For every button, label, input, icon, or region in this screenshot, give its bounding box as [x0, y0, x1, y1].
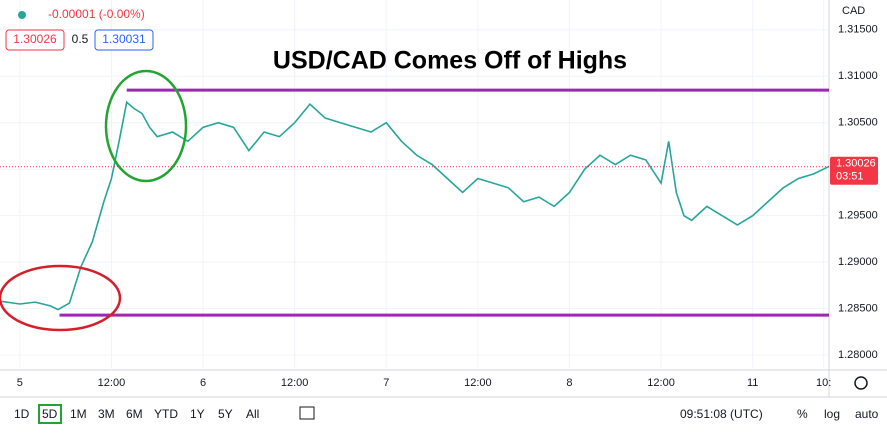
y-tick-label: 1.30500 — [838, 117, 878, 129]
scale-option[interactable]: % — [797, 407, 808, 421]
last-price: 1.30026 — [836, 158, 876, 170]
highlight-circle — [0, 264, 122, 332]
toolbar: 1D 5D 1M 3M 6M YTD 1Y 5Y All 09:51:08 (UTC)% log au… — [14, 376, 879, 424]
ask-box[interactable] — [94, 29, 154, 51]
range-button[interactable]: 1M — [70, 407, 87, 421]
y-tick-label: 1.29000 — [838, 256, 878, 268]
range-button[interactable]: 3M — [98, 407, 115, 421]
clock: 09:51:08 (UTC) — [680, 407, 763, 421]
range-button[interactable]: 1Y — [190, 407, 205, 421]
change: -0.00001 (-0.00%) — [48, 7, 145, 21]
range-button[interactable]: 5Y — [218, 407, 233, 421]
y-tick-label: 1.31000 — [838, 70, 878, 82]
bid-box[interactable] — [5, 29, 65, 51]
y-tick-label: 1.29500 — [838, 210, 878, 222]
range-button[interactable]: YTD — [154, 407, 178, 421]
price-line — [0, 100, 830, 311]
x-tick-label: 6 — [200, 377, 206, 389]
ask: 1.30031 — [102, 32, 146, 46]
chart-title: USD/CAD Comes Off of Highs — [273, 47, 627, 75]
spread: 0.5 — [72, 32, 89, 46]
x-tick-label: 12:00 — [281, 377, 309, 389]
highlight-circle — [104, 69, 188, 183]
price-axis: 1.280001.285001.290001.295001.300001.305… — [17, 24, 878, 389]
grid — [0, 0, 829, 370]
x-tick-label: 12:00 — [464, 377, 492, 389]
range-button[interactable]: All — [246, 407, 259, 421]
y-tick-label: 1.28000 — [838, 349, 878, 361]
status-dot — [18, 11, 26, 19]
x-tick-label: 11 — [747, 377, 758, 389]
currency: CAD — [842, 5, 865, 17]
scale-option[interactable]: log — [824, 407, 840, 421]
y-tick-label: 1.28500 — [838, 303, 878, 315]
range-button[interactable]: 6M — [126, 407, 143, 421]
x-tick-label: 7 — [383, 377, 389, 389]
plot — [0, 88, 830, 317]
bid: 1.30026 — [13, 32, 57, 46]
date-range-icon[interactable] — [299, 406, 315, 420]
range-button[interactable]: 1D — [14, 407, 30, 421]
last-price-box — [830, 156, 878, 185]
countdown: 03:51 — [836, 171, 864, 183]
x-tick-label: 5 — [17, 377, 23, 389]
range-active — [38, 404, 62, 424]
y-tick-label: 1.31500 — [838, 24, 878, 36]
x-tick-label: 12:00 — [98, 377, 126, 389]
range-button[interactable]: 5D — [42, 407, 58, 421]
settings-icon[interactable] — [854, 376, 868, 390]
x-tick-label: 10: — [816, 377, 831, 389]
x-tick-label: 12:00 — [647, 377, 675, 389]
x-tick-label: 8 — [566, 377, 572, 389]
scale-option[interactable]: auto — [855, 407, 879, 421]
